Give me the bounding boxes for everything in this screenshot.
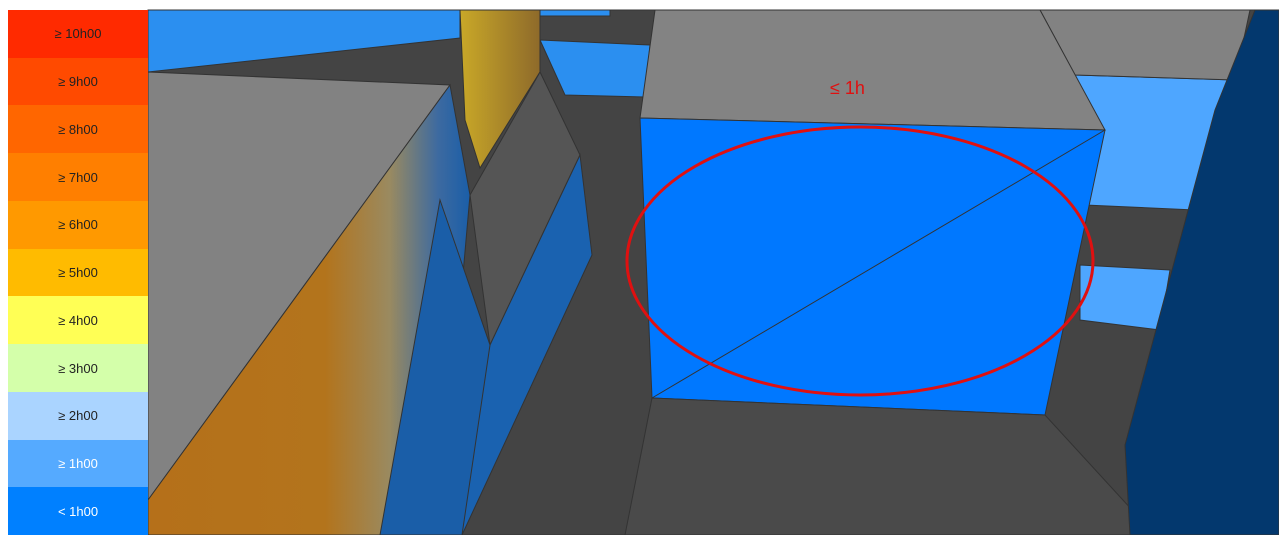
legend-item: ≥ 9h00 (8, 57, 148, 106)
legend-item: ≥ 1h00 (8, 439, 148, 488)
legend-item: ≥ 2h00 (8, 391, 148, 440)
legend-item: ≥ 3h00 (8, 344, 148, 392)
highlight-ellipse (625, 125, 1095, 397)
legend-item: ≥ 7h00 (8, 153, 148, 201)
legend-item: ≥ 6h00 (8, 200, 148, 249)
annotation: ≤ 1h (830, 78, 865, 98)
legend-item: < 1h00 (8, 487, 148, 535)
legend: ≥ 10h00 ≥ 9h00 ≥ 8h00 ≥ 7h00 ≥ 6h00 ≥ 5h… (8, 10, 148, 535)
buildings (147, 9, 1279, 535)
legend-item: ≥ 8h00 (8, 105, 148, 154)
legend-item: ≥ 10h00 (8, 10, 148, 58)
legend-item: ≥ 4h00 (8, 296, 148, 345)
legend-item: ≥ 5h00 (8, 248, 148, 297)
